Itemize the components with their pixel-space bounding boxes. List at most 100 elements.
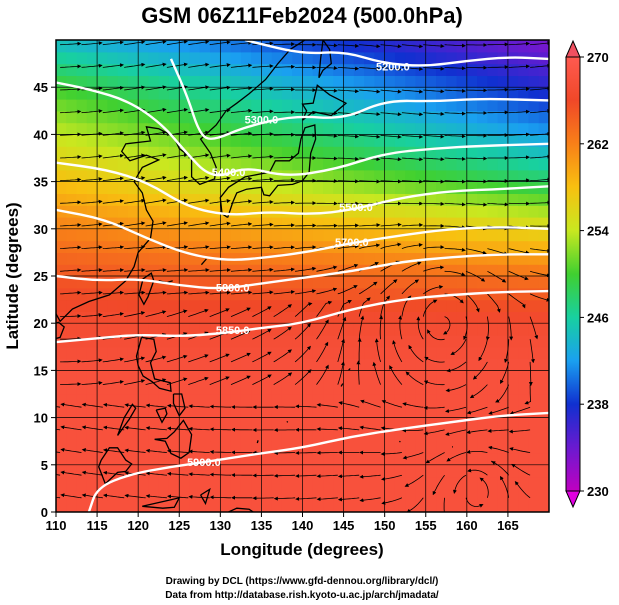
temperature-cell bbox=[210, 417, 221, 430]
temperature-cell bbox=[199, 75, 211, 88]
wind-streamline bbox=[423, 245, 445, 250]
y-tick-label: 20 bbox=[34, 316, 48, 331]
temperature-cell bbox=[538, 75, 549, 88]
temperature-cell bbox=[528, 287, 540, 301]
temperature-cell bbox=[425, 441, 437, 454]
wind-streamline bbox=[188, 245, 210, 250]
wind-streamline bbox=[316, 364, 329, 385]
temperature-cell bbox=[518, 99, 530, 112]
temperature-cell bbox=[436, 146, 447, 159]
temperature-cell bbox=[158, 429, 170, 442]
temperature-cell bbox=[292, 240, 304, 253]
temperature-cell bbox=[168, 335, 180, 348]
temperature-cell bbox=[528, 63, 540, 76]
temperature-cell bbox=[107, 405, 119, 419]
temperature-cell bbox=[66, 405, 78, 419]
temperature-cell bbox=[261, 370, 273, 383]
temperature-cell bbox=[353, 87, 365, 100]
temperature-cell bbox=[364, 217, 375, 230]
lat-lon-grid bbox=[56, 40, 549, 512]
temperature-cell bbox=[446, 205, 458, 218]
temperature-cell bbox=[394, 205, 406, 218]
wind-streamline bbox=[514, 481, 531, 499]
wind-streamline bbox=[188, 176, 210, 182]
temperature-cell bbox=[497, 169, 509, 183]
temperature-cell bbox=[302, 205, 314, 218]
temperature-cell bbox=[446, 134, 458, 147]
temperature-cell bbox=[138, 358, 150, 371]
temperature-cell bbox=[425, 63, 437, 76]
temperature-cell bbox=[56, 110, 67, 124]
temperature-cell bbox=[312, 87, 324, 100]
temperature-cell bbox=[240, 276, 252, 289]
temperature-cell bbox=[466, 323, 478, 336]
temperature-cell bbox=[86, 240, 98, 253]
temperature-cell bbox=[364, 158, 375, 171]
temperature-cell bbox=[487, 169, 499, 183]
temperature-cell bbox=[323, 311, 334, 324]
temperature-cell bbox=[477, 75, 488, 88]
temperature-cell bbox=[117, 382, 129, 395]
temperature-cell bbox=[405, 382, 417, 395]
temperature-cell bbox=[281, 500, 293, 512]
temperature-cell bbox=[302, 335, 314, 348]
temperature-cell bbox=[292, 464, 304, 478]
temperature-cell bbox=[179, 382, 191, 395]
temperature-cell bbox=[507, 75, 519, 88]
temperature-cell bbox=[199, 429, 211, 442]
temperature-cell bbox=[271, 358, 283, 371]
temperature-cell bbox=[446, 110, 458, 124]
wind-streamline bbox=[166, 377, 188, 385]
y-tick-label: 30 bbox=[34, 222, 48, 237]
temperature-cell bbox=[374, 51, 386, 65]
temperature-cell bbox=[394, 240, 406, 253]
temperature-cell bbox=[138, 299, 150, 312]
wind-streamline bbox=[316, 66, 338, 71]
temperature-cell bbox=[538, 99, 549, 112]
temperature-cell bbox=[271, 217, 283, 230]
temperature-cell bbox=[477, 441, 488, 454]
temperature-cell bbox=[364, 287, 375, 301]
wind-streamline bbox=[360, 399, 381, 408]
wind-streamline bbox=[529, 339, 535, 364]
temperature-cell bbox=[107, 110, 119, 124]
wind-streamline bbox=[372, 361, 381, 385]
temperature-cell bbox=[281, 358, 293, 371]
temperature-cell bbox=[415, 264, 427, 277]
temperature-cell bbox=[220, 169, 232, 183]
temperature-cell bbox=[199, 276, 211, 289]
temperature-cell bbox=[384, 276, 396, 289]
temperature-cell bbox=[220, 429, 232, 442]
temperature-cell bbox=[281, 453, 293, 466]
temperature-cell bbox=[220, 441, 232, 454]
temperature-cell bbox=[240, 335, 252, 348]
temperature-cell bbox=[179, 276, 191, 289]
temperature-cell bbox=[271, 287, 283, 301]
temperature-cell bbox=[446, 476, 458, 489]
temperature-cell bbox=[477, 228, 488, 242]
wind-streamline bbox=[56, 451, 61, 453]
wind-streamline bbox=[465, 293, 480, 313]
temperature-cell bbox=[292, 394, 304, 407]
temperature-cell bbox=[138, 252, 150, 265]
temperature-cell bbox=[323, 134, 334, 147]
temperature-cell bbox=[477, 193, 488, 206]
temperature-cell bbox=[271, 370, 283, 383]
temperature-cell bbox=[323, 217, 334, 230]
temperature-cell bbox=[538, 299, 549, 312]
wind-streamline bbox=[81, 470, 103, 476]
temperature-cell bbox=[199, 488, 211, 501]
temperature-cell bbox=[364, 252, 375, 265]
temperature-cell bbox=[323, 264, 334, 277]
temperature-cell bbox=[302, 370, 314, 383]
temperature-cell bbox=[312, 405, 324, 419]
temperature-cell bbox=[251, 358, 263, 371]
temperature-cell bbox=[497, 382, 509, 395]
temperature-cell bbox=[538, 476, 549, 489]
temperature-cell bbox=[127, 75, 139, 88]
temperature-cell bbox=[466, 122, 478, 135]
temperature-cell bbox=[179, 429, 191, 442]
temperature-cell bbox=[436, 87, 447, 100]
temperature-cell bbox=[261, 240, 273, 253]
